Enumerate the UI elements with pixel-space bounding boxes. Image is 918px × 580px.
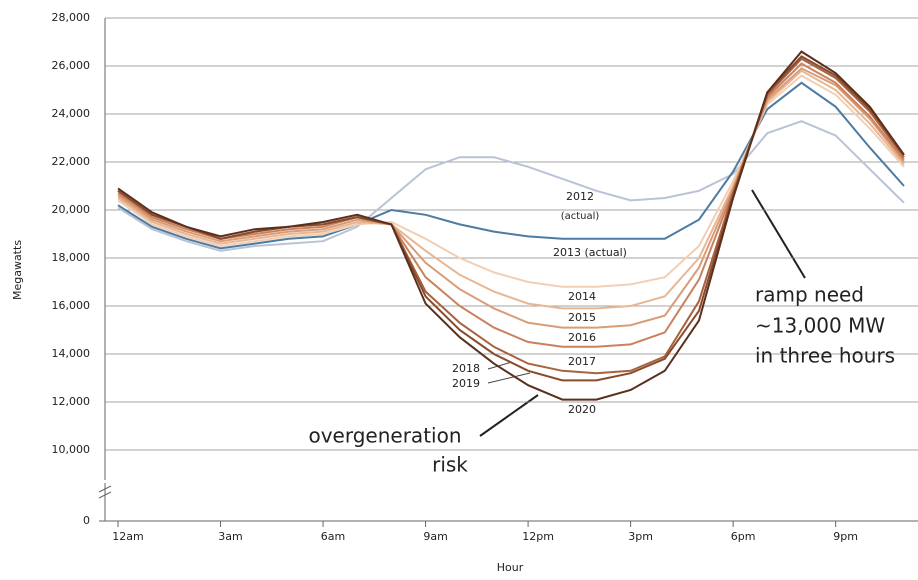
series-line xyxy=(117,67,905,329)
axis-break xyxy=(98,485,112,493)
annotation: ramp need xyxy=(755,283,864,307)
series-line xyxy=(117,120,905,252)
x-tick-label: 12am xyxy=(112,530,143,543)
series-label: 2014 xyxy=(568,290,596,303)
series-label: 2018 xyxy=(452,362,480,375)
arrow xyxy=(479,394,539,437)
x-tick-label: 6pm xyxy=(731,530,756,543)
series-label: 2012 xyxy=(566,190,594,203)
series-label: 2013 (actual) xyxy=(553,246,627,259)
series-label: 2020 xyxy=(568,403,596,416)
y-tick-label: 10,000 xyxy=(52,443,91,456)
y-tick-label: 14,000 xyxy=(52,347,91,360)
y-tick-label: 18,000 xyxy=(52,251,91,264)
annotation: risk xyxy=(432,453,468,477)
y-tick-label: 26,000 xyxy=(52,59,91,72)
series-line xyxy=(117,69,905,310)
series-label: 2016 xyxy=(568,331,596,344)
series-line xyxy=(117,50,905,401)
annotation: ~13,000 MW xyxy=(755,314,885,338)
annotation: overgeneration xyxy=(308,424,461,448)
y-tick-label: 24,000 xyxy=(52,107,91,120)
leader-line xyxy=(487,361,513,370)
series-line xyxy=(117,74,905,288)
leader-line xyxy=(487,372,531,384)
series-label: 2015 xyxy=(568,311,596,324)
x-tick-label: 6am xyxy=(321,530,345,543)
y-tick-label: 20,000 xyxy=(52,203,91,216)
series-note: (actual) xyxy=(561,211,600,222)
x-tick-label: 3pm xyxy=(628,530,653,543)
y-tick-label: 28,000 xyxy=(52,11,91,24)
series-line xyxy=(117,62,905,348)
series-label: 2017 xyxy=(568,355,596,368)
x-axis-label: Hour xyxy=(497,561,524,574)
axis-break xyxy=(98,491,112,499)
y-tick-label: 16,000 xyxy=(52,299,91,312)
y-tick-label: 0 xyxy=(83,514,90,527)
annotation: in three hours xyxy=(755,344,895,368)
x-tick-label: 12pm xyxy=(522,530,554,543)
y-axis-label: Megawatts xyxy=(11,240,24,300)
x-tick-label: 3am xyxy=(218,530,242,543)
x-tick-label: 9am xyxy=(423,530,447,543)
series-label: 2019 xyxy=(452,377,480,390)
y-tick-label: 12,000 xyxy=(52,395,91,408)
y-tick-label: 22,000 xyxy=(52,155,91,168)
arrow xyxy=(751,189,806,279)
x-tick-label: 9pm xyxy=(833,530,858,543)
series-line xyxy=(117,81,905,250)
